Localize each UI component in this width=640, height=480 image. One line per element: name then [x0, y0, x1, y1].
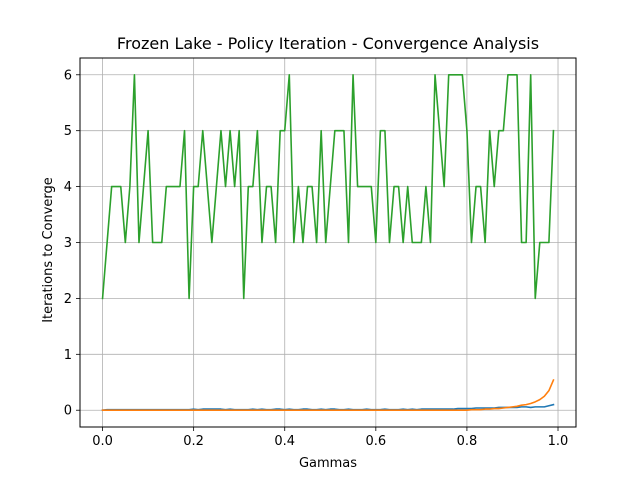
- series-line-3: [101, 73, 555, 300]
- x-axis-title: Gammas: [299, 456, 357, 471]
- x-tick-label: 1.0: [548, 434, 569, 449]
- y-tick-label: 3: [64, 236, 72, 251]
- x-tick-label: 0.2: [183, 434, 204, 449]
- series-line-2: [101, 378, 555, 412]
- y-tick-label: 0: [64, 404, 72, 419]
- x-tick-label: 0.6: [365, 434, 386, 449]
- series-lines: [101, 73, 555, 412]
- axis-ticks: 0.0 0.2 0.4 0.6 0.8 1.0 0 1 2 3 4 5 6: [64, 68, 569, 449]
- y-tick-label: 5: [64, 124, 72, 139]
- y-tick-label: 1: [64, 348, 72, 363]
- y-tick-label: 2: [64, 292, 72, 307]
- y-tick-label: 4: [64, 180, 72, 195]
- x-tick-label: 0.4: [274, 434, 295, 449]
- y-tick-label: 6: [64, 68, 72, 83]
- x-tick-label: 0.8: [457, 434, 478, 449]
- grid-lines: [80, 58, 576, 427]
- y-axis-title: Iterations to Converge: [41, 177, 56, 323]
- x-tick-label: 0.0: [92, 434, 113, 449]
- chart-title: Frozen Lake - Policy Iteration - Converg…: [117, 34, 539, 53]
